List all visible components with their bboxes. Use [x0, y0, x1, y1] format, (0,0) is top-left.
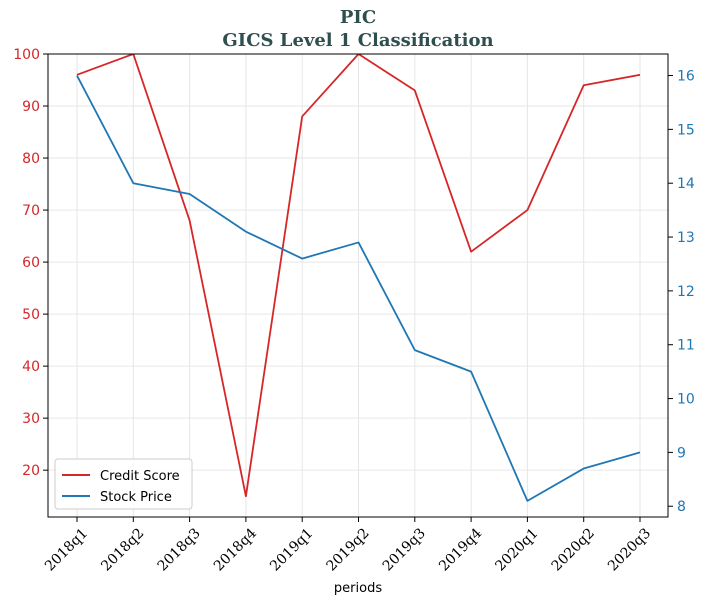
right-y-tick-label: 15	[677, 122, 695, 138]
right-axis: 8 9 10 11 12 13 14 15 16	[668, 69, 695, 515]
right-y-tick-label: 9	[677, 445, 686, 461]
legend-label-credit-score: Credit Score	[100, 469, 180, 484]
left-y-tick-label: 30	[22, 411, 40, 427]
series-layer	[76, 54, 641, 502]
right-y-tick-label: 13	[677, 230, 695, 246]
series-line-credit-score	[76, 54, 641, 498]
left-y-tick-label: 70	[22, 203, 40, 219]
right-y-tick-label: 12	[677, 284, 695, 300]
left-y-tick-label: 90	[22, 99, 40, 115]
chart-title: PIC	[340, 7, 376, 28]
right-y-tick-label: 16	[677, 69, 695, 85]
legend-label-stock-price: Stock Price	[100, 490, 172, 505]
left-axis: 20 30 40 50 60 70 80 90 100	[13, 47, 48, 479]
right-y-tick-label: 10	[677, 392, 695, 408]
series-line-stock-price	[76, 75, 641, 502]
left-y-tick-label: 80	[22, 151, 40, 167]
right-y-tick-label: 8	[677, 499, 686, 515]
legend: Credit Score Stock Price	[54, 458, 193, 510]
left-y-tick-label: 50	[22, 307, 40, 323]
right-y-tick-label: 14	[677, 176, 695, 192]
x-axis-label: periods	[334, 581, 382, 596]
left-y-tick-label: 40	[22, 359, 40, 375]
left-y-tick-label: 100	[13, 47, 40, 63]
left-y-tick-label: 60	[22, 255, 40, 271]
right-y-tick-label: 11	[677, 338, 695, 354]
chart-subtitle: GICS Level 1 Classification	[222, 30, 493, 51]
left-y-tick-label: 20	[22, 463, 40, 479]
